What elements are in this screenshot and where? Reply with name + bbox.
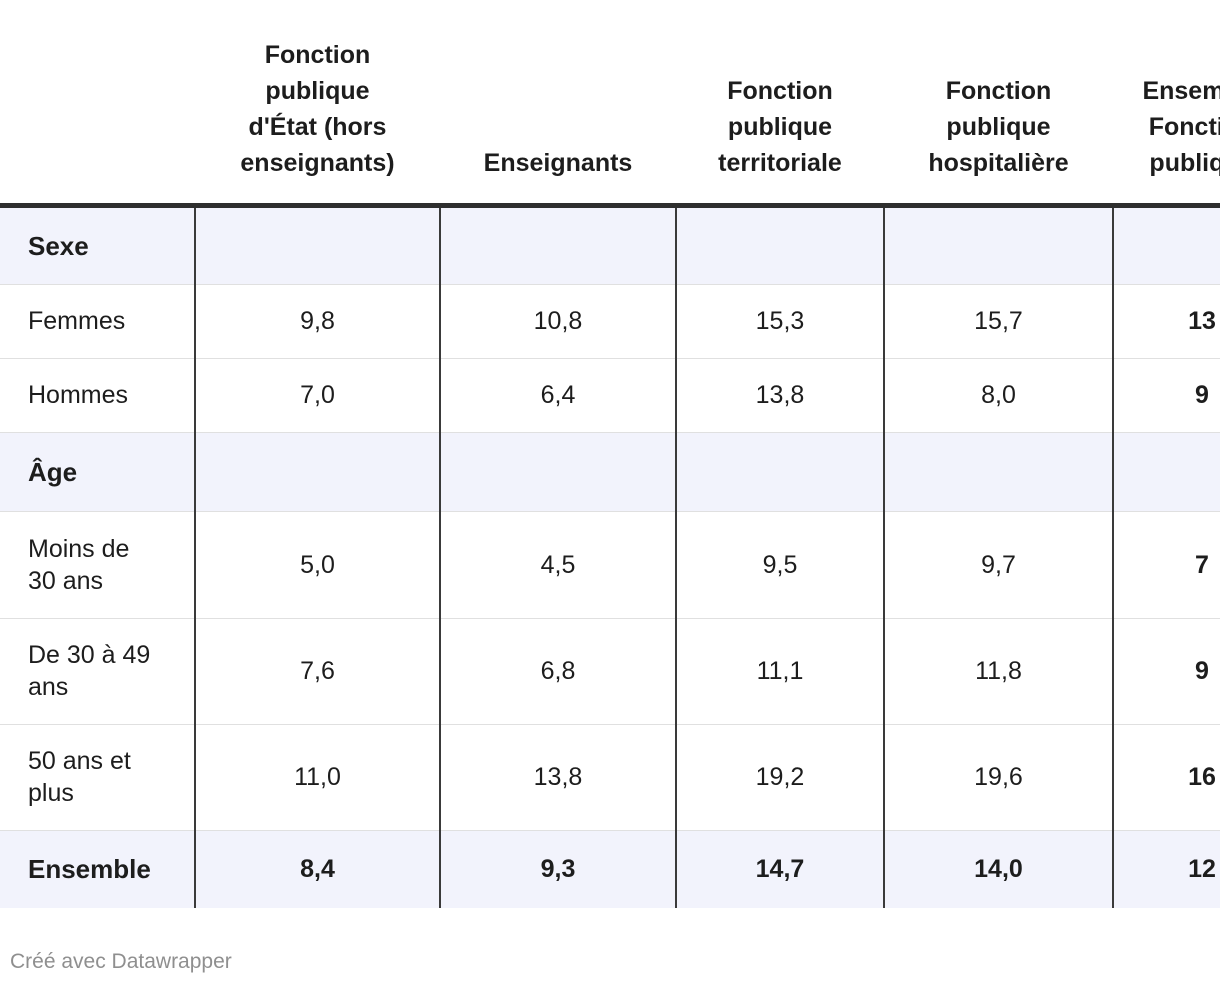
section-row-sexe: Sexe [0,205,1220,284]
column-header-fp-territoriale: Fonction publique territoriale [676,0,884,208]
cell-value [883,205,1113,284]
column-header-fpe-hors-enseignants: Fonction publique d'État (hors enseignan… [195,0,440,208]
section-row-age: Âge [0,431,1220,511]
cell-value: 8,4 [194,829,440,908]
cell-value: 16 [1112,723,1220,830]
table-body: Sexe Femmes 9,8 10,8 15,3 15,7 13 Hommes… [0,205,1220,908]
cell-value [1112,431,1220,511]
cell-value: 13,8 [439,723,676,830]
cell-value: 5,0 [194,510,440,618]
table-row-moins-30-ans: Moins de 30 ans 5,0 4,5 9,5 9,7 7 [0,510,1220,618]
section-label: Âge [0,431,195,511]
cell-value: 4,5 [439,510,676,618]
cell-value [675,205,884,284]
cell-value: 6,4 [439,357,676,432]
column-header-fp-hospitaliere: Fonction publique hospitalière [884,0,1113,208]
cell-value: 11,8 [883,617,1113,724]
table-row-30-a-49-ans: De 30 à 49 ans 7,6 6,8 11,1 11,8 9 [0,617,1220,724]
cell-value: 14,7 [675,829,884,908]
cell-value: 9,7 [883,510,1113,618]
total-label: Ensemble [0,829,195,908]
cell-value: 9 [1112,357,1220,432]
cell-value: 11,0 [194,723,440,830]
cell-value [1112,205,1220,284]
data-table: Fonction publique d'État (hors enseignan… [0,0,1220,908]
table-row-femmes: Femmes 9,8 10,8 15,3 15,7 13 [0,283,1220,358]
cell-value [439,431,676,511]
column-header-ensemble-fp: Ensemble Fonction publique [1113,0,1220,208]
cell-value: 7,6 [194,617,440,724]
attribution-footer: Créé avec Datawrapper [0,950,1220,974]
row-label: Femmes [0,283,195,358]
row-label: De 30 à 49 ans [0,617,195,724]
cell-value [194,205,440,284]
cell-value [439,205,676,284]
cell-value: 9,8 [194,283,440,358]
cell-value: 12 [1112,829,1220,908]
section-label: Sexe [0,205,195,284]
cell-value: 9 [1112,617,1220,724]
cell-value: 19,2 [675,723,884,830]
cell-value [883,431,1113,511]
cell-value: 11,1 [675,617,884,724]
cell-value: 13 [1112,283,1220,358]
table-row-hommes: Hommes 7,0 6,4 13,8 8,0 9 [0,357,1220,432]
cell-value: 7 [1112,510,1220,618]
table-row-50-ans-et-plus: 50 ans et plus 11,0 13,8 19,2 19,6 16 [0,723,1220,830]
cell-value: 7,0 [194,357,440,432]
cell-value: 6,8 [439,617,676,724]
column-header-enseignants: Enseignants [440,0,676,208]
row-label: Moins de 30 ans [0,510,195,618]
cell-value: 14,0 [883,829,1113,908]
row-label: Hommes [0,357,195,432]
cell-value: 8,0 [883,357,1113,432]
cell-value: 19,6 [883,723,1113,830]
cell-value: 9,5 [675,510,884,618]
row-label: 50 ans et plus [0,723,195,830]
cell-value [675,431,884,511]
cell-value: 15,3 [675,283,884,358]
table-header: Fonction publique d'État (hors enseignan… [0,0,1220,208]
total-row-ensemble: Ensemble 8,4 9,3 14,7 14,0 12 [0,829,1220,908]
cell-value [194,431,440,511]
column-header-rowlabel [0,0,195,208]
datawrapper-credit-link[interactable]: Créé avec Datawrapper [10,950,232,973]
cell-value: 10,8 [439,283,676,358]
cell-value: 9,3 [439,829,676,908]
cell-value: 15,7 [883,283,1113,358]
cell-value: 13,8 [675,357,884,432]
